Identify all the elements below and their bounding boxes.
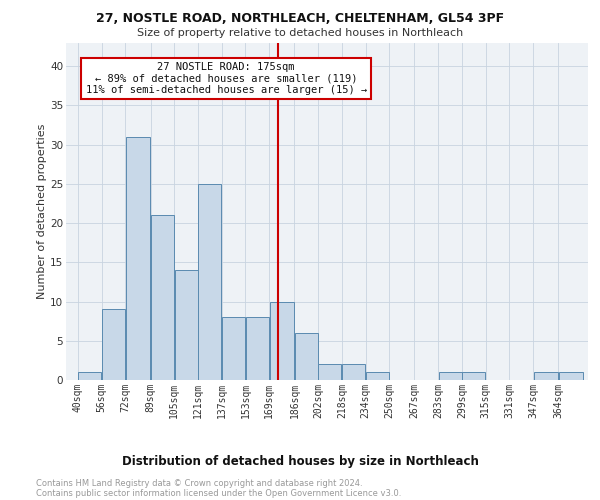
Bar [199,184,221,380]
Text: Distribution of detached houses by size in Northleach: Distribution of detached houses by size … [122,455,478,468]
Y-axis label: Number of detached properties: Number of detached properties [37,124,47,299]
Bar [125,136,150,380]
Bar [319,364,341,380]
Bar [295,333,318,380]
Bar [78,372,101,380]
Bar [151,215,174,380]
Text: Contains public sector information licensed under the Open Government Licence v3: Contains public sector information licen… [36,489,401,498]
Bar [533,372,558,380]
Bar [175,270,197,380]
Bar [246,317,269,380]
Bar [366,372,389,380]
Bar [559,372,583,380]
Text: Size of property relative to detached houses in Northleach: Size of property relative to detached ho… [137,28,463,38]
Bar [463,372,485,380]
Text: Contains HM Land Registry data © Crown copyright and database right 2024.: Contains HM Land Registry data © Crown c… [36,479,362,488]
Bar [439,372,461,380]
Text: 27, NOSTLE ROAD, NORTHLEACH, CHELTENHAM, GL54 3PF: 27, NOSTLE ROAD, NORTHLEACH, CHELTENHAM,… [96,12,504,26]
Bar [222,317,245,380]
Text: 27 NOSTLE ROAD: 175sqm
← 89% of detached houses are smaller (119)
11% of semi-de: 27 NOSTLE ROAD: 175sqm ← 89% of detached… [86,62,367,96]
Bar [102,310,125,380]
Bar [342,364,365,380]
Bar [269,302,294,380]
